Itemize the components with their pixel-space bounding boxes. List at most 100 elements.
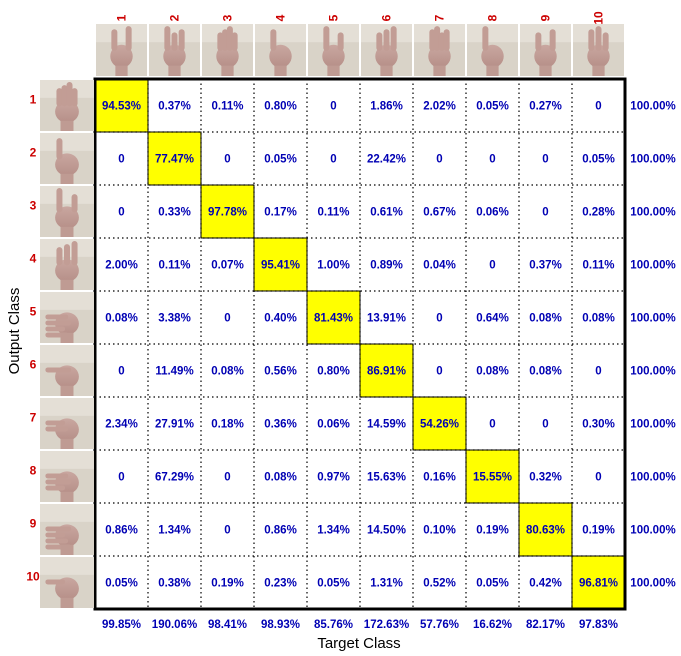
cell-value-r1-c6: 1.86% (370, 101, 403, 113)
target-class-label-4: 4 (274, 14, 288, 21)
target-class-thumbnail-6 (361, 24, 412, 76)
target-class-thumbnail-1 (96, 24, 147, 76)
target-class-label-8: 8 (486, 14, 500, 21)
output-class-thumbnail-8 (40, 451, 94, 502)
output-class-thumbnail-5 (40, 292, 94, 343)
cell-value-r7-c8: 0 (489, 419, 495, 431)
cell-value-r10-c4: 0.23% (264, 578, 297, 590)
cell-value-r5-c4: 0.40% (264, 313, 297, 325)
cell-value-r4-c6: 0.89% (370, 260, 403, 272)
cell-value-r8-c9: 0.32% (529, 472, 562, 484)
column-total-6: 172.63% (364, 619, 409, 631)
target-class-thumbnail-2 (149, 24, 200, 76)
cell-value-r3-c9: 0 (542, 207, 548, 219)
cell-value-r1-c5: 0 (330, 101, 336, 113)
diagonal-cell-2 (147, 131, 202, 186)
cell-value-r2-c5: 0 (330, 154, 336, 166)
cell-value-r1-c1: 94.53% (102, 101, 141, 113)
cell-value-r1-c10: 0 (595, 101, 601, 113)
cell-value-r10-c3: 0.19% (211, 578, 244, 590)
cell-value-r5-c5: 81.43% (314, 313, 353, 325)
cell-value-r7-c2: 27.91% (155, 419, 194, 431)
row-total-9: 100.00% (630, 525, 675, 537)
row-total-6: 100.00% (630, 366, 675, 378)
target-class-label-5: 5 (327, 14, 341, 21)
cell-value-r10-c6: 1.31% (370, 578, 403, 590)
column-total-5: 85.76% (314, 619, 353, 631)
cell-value-r9-c8: 0.19% (476, 525, 509, 537)
row-total-10: 100.00% (630, 578, 675, 590)
target-class-label-2: 2 (168, 14, 182, 21)
output-class-label-3: 3 (30, 199, 37, 213)
row-total-1: 100.00% (630, 101, 675, 113)
cell-value-r3-c10: 0.28% (582, 207, 615, 219)
cell-value-r10-c5: 0.05% (317, 578, 350, 590)
cell-value-r6-c9: 0.08% (529, 366, 562, 378)
cell-value-r1-c4: 0.80% (264, 101, 297, 113)
cell-value-r8-c8: 15.55% (473, 472, 512, 484)
cell-value-r4-c8: 0 (489, 260, 495, 272)
cell-value-r9-c3: 0 (224, 525, 230, 537)
cell-value-r7-c1: 2.34% (105, 419, 138, 431)
row-total-8: 100.00% (630, 472, 675, 484)
cell-value-r3-c8: 0.06% (476, 207, 509, 219)
cell-value-r8-c2: 67.29% (155, 472, 194, 484)
output-class-thumbnail-6 (40, 345, 94, 396)
cell-value-r6-c6: 86.91% (367, 366, 406, 378)
cell-value-r7-c4: 0.36% (264, 419, 297, 431)
cell-value-r9-c2: 1.34% (158, 525, 191, 537)
cell-value-r10-c8: 0.05% (476, 578, 509, 590)
target-class-label-1: 1 (115, 14, 129, 21)
cell-value-r9-c10: 0.19% (582, 525, 615, 537)
row-total-2: 100.00% (630, 154, 675, 166)
cell-value-r9-c6: 14.50% (367, 525, 406, 537)
cell-value-r5-c7: 0 (436, 313, 442, 325)
cell-value-r6-c5: 0.80% (317, 366, 350, 378)
cell-value-r3-c5: 0.11% (318, 207, 350, 219)
output-class-label-9: 9 (30, 517, 37, 531)
cell-value-r4-c10: 0.11% (583, 260, 615, 272)
cell-value-r3-c4: 0.17% (264, 207, 297, 219)
target-class-thumbnail-10 (573, 24, 624, 76)
cell-value-r1-c7: 2.02% (423, 101, 456, 113)
column-total-4: 98.93% (261, 619, 300, 631)
target-class-label-3: 3 (221, 14, 235, 21)
output-class-label-1: 1 (30, 93, 37, 107)
output-class-thumbnail-9 (40, 504, 94, 555)
cell-value-r8-c1: 0 (118, 472, 124, 484)
cell-value-r2-c3: 0 (224, 154, 230, 166)
output-class-thumbnail-7 (40, 398, 94, 449)
cell-value-r5-c9: 0.08% (529, 313, 562, 325)
diagonal-cell-6 (359, 343, 414, 398)
output-class-label-4: 4 (30, 252, 37, 266)
output-class-thumbnail-10 (40, 557, 94, 608)
cell-value-r5-c8: 0.64% (476, 313, 509, 325)
diagonal-cell-1 (94, 78, 149, 133)
cell-value-r7-c7: 54.26% (420, 419, 459, 431)
cell-value-r2-c10: 0.05% (582, 154, 615, 166)
cell-value-r3-c6: 0.61% (370, 207, 403, 219)
cell-value-r3-c1: 0 (118, 207, 124, 219)
cell-value-r6-c2: 11.49% (155, 366, 193, 378)
cell-value-r5-c10: 0.08% (582, 313, 615, 325)
cell-value-r4-c9: 0.37% (529, 260, 562, 272)
output-class-label-6: 6 (30, 358, 37, 372)
row-total-3: 100.00% (630, 207, 675, 219)
output-class-label-7: 7 (30, 411, 37, 425)
target-class-label-9: 9 (539, 14, 553, 21)
cell-value-r9-c4: 0.86% (264, 525, 297, 537)
output-class-label-10: 10 (26, 570, 40, 584)
cell-value-r8-c7: 0.16% (423, 472, 456, 484)
column-total-8: 16.62% (473, 619, 512, 631)
cell-value-r6-c10: 0 (595, 366, 601, 378)
cell-value-r8-c5: 0.97% (317, 472, 350, 484)
output-class-thumbnail-4 (40, 239, 94, 290)
cell-value-r6-c8: 0.08% (476, 366, 509, 378)
cell-value-r4-c7: 0.04% (423, 260, 456, 272)
cell-value-r10-c2: 0.38% (158, 578, 191, 590)
row-total-7: 100.00% (630, 419, 675, 431)
output-class-thumbnail-2 (40, 133, 94, 184)
cell-value-r9-c5: 1.34% (317, 525, 350, 537)
cell-value-r8-c6: 15.63% (367, 472, 406, 484)
